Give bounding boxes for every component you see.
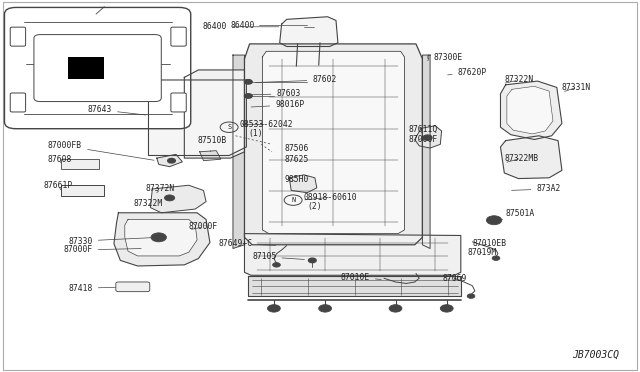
- Polygon shape: [415, 126, 442, 148]
- Text: 87000FB: 87000FB: [48, 141, 154, 160]
- Polygon shape: [114, 213, 210, 266]
- FancyBboxPatch shape: [4, 7, 191, 129]
- FancyBboxPatch shape: [116, 282, 150, 292]
- Circle shape: [268, 305, 280, 312]
- Circle shape: [440, 305, 453, 312]
- Circle shape: [492, 256, 500, 260]
- Circle shape: [319, 305, 332, 312]
- Text: 87019M: 87019M: [467, 248, 497, 257]
- Polygon shape: [150, 185, 206, 213]
- Circle shape: [273, 263, 280, 267]
- Polygon shape: [262, 51, 404, 234]
- Polygon shape: [200, 151, 221, 161]
- Bar: [61, 159, 99, 169]
- Circle shape: [491, 218, 497, 222]
- Bar: [61, 185, 104, 196]
- Polygon shape: [422, 55, 430, 248]
- Text: 87649+C: 87649+C: [219, 239, 276, 248]
- Polygon shape: [157, 154, 182, 167]
- Polygon shape: [125, 219, 197, 256]
- Text: 86400: 86400: [230, 21, 255, 30]
- Polygon shape: [244, 234, 461, 275]
- Circle shape: [389, 305, 402, 312]
- Text: 87620P: 87620P: [447, 68, 487, 77]
- Text: 08533-62042: 08533-62042: [240, 120, 294, 129]
- Text: 87418: 87418: [68, 284, 116, 293]
- Text: 873A2: 873A2: [511, 185, 561, 193]
- Circle shape: [168, 158, 175, 163]
- FancyBboxPatch shape: [171, 27, 186, 46]
- Polygon shape: [248, 276, 461, 296]
- Polygon shape: [289, 175, 317, 193]
- Text: N: N: [291, 197, 295, 203]
- FancyBboxPatch shape: [10, 27, 26, 46]
- Text: 87608: 87608: [48, 155, 72, 164]
- Circle shape: [244, 80, 252, 84]
- Text: 87603: 87603: [251, 89, 301, 98]
- Text: 87501A: 87501A: [502, 209, 535, 219]
- Text: S: S: [227, 124, 231, 130]
- Text: (1): (1): [248, 129, 263, 138]
- Polygon shape: [148, 80, 246, 155]
- Circle shape: [244, 94, 252, 98]
- Text: 87331N: 87331N: [562, 83, 591, 92]
- Text: 08918-60610: 08918-60610: [304, 193, 358, 202]
- Text: 87105: 87105: [252, 252, 305, 261]
- Polygon shape: [507, 86, 553, 134]
- Text: 87602: 87602: [255, 76, 337, 84]
- Text: 87069: 87069: [443, 274, 467, 283]
- Text: 87625: 87625: [285, 155, 309, 164]
- Text: 87506: 87506: [285, 144, 309, 153]
- Text: 87330: 87330: [68, 237, 156, 246]
- Text: 87322N: 87322N: [504, 76, 534, 84]
- Text: (2): (2): [307, 202, 322, 211]
- Polygon shape: [233, 55, 244, 248]
- Text: 87000F: 87000F: [189, 222, 218, 231]
- FancyBboxPatch shape: [171, 93, 186, 112]
- Text: 87510B: 87510B: [197, 136, 227, 152]
- Text: 87661P: 87661P: [44, 181, 73, 190]
- Circle shape: [486, 216, 502, 225]
- Bar: [200, 92, 225, 110]
- Text: 87322M: 87322M: [133, 199, 163, 208]
- Bar: [68, 57, 104, 79]
- Text: 87643: 87643: [88, 105, 146, 115]
- Text: 87611Q: 87611Q: [408, 125, 438, 134]
- Polygon shape: [280, 17, 338, 46]
- Text: 985H0: 985H0: [285, 175, 309, 184]
- Text: 87010E: 87010E: [340, 273, 381, 282]
- Text: 98016P: 98016P: [251, 100, 305, 109]
- Circle shape: [467, 294, 475, 298]
- Polygon shape: [244, 44, 422, 245]
- Text: 86400: 86400: [203, 22, 279, 31]
- Circle shape: [151, 233, 166, 242]
- Text: JB7003CQ: JB7003CQ: [573, 350, 620, 360]
- Text: 87300E: 87300E: [428, 53, 463, 62]
- Circle shape: [423, 135, 432, 140]
- Polygon shape: [184, 70, 244, 158]
- Text: 87372N: 87372N: [146, 185, 175, 193]
- Text: 87010EB: 87010EB: [472, 239, 506, 248]
- Polygon shape: [500, 81, 562, 140]
- FancyBboxPatch shape: [10, 93, 26, 112]
- Circle shape: [308, 258, 316, 263]
- Text: 87000F: 87000F: [63, 246, 141, 254]
- FancyBboxPatch shape: [34, 35, 161, 102]
- Polygon shape: [500, 136, 562, 179]
- Circle shape: [164, 195, 175, 201]
- Text: 87000F: 87000F: [408, 135, 438, 144]
- Text: 87322MB: 87322MB: [504, 154, 538, 163]
